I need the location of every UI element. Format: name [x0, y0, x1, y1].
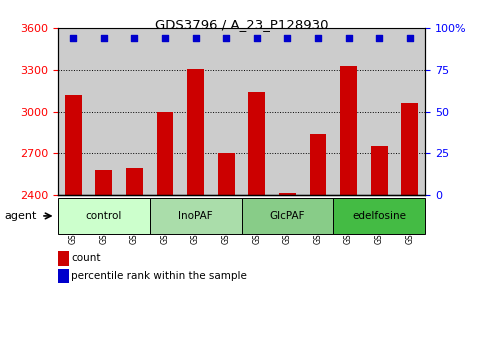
Point: [192, 35, 199, 41]
Bar: [96, 170, 112, 195]
Text: InoPAF: InoPAF: [178, 211, 213, 221]
Text: GlcPAF: GlcPAF: [270, 211, 305, 221]
Point: [345, 35, 353, 41]
Bar: [126, 169, 143, 195]
Point: [161, 35, 169, 41]
Bar: [218, 153, 235, 195]
Bar: [340, 67, 357, 195]
Bar: [371, 146, 387, 195]
Bar: [248, 92, 265, 195]
Point: [100, 35, 108, 41]
Point: [253, 35, 261, 41]
Bar: [187, 69, 204, 195]
Text: control: control: [85, 211, 122, 221]
Point: [314, 35, 322, 41]
Bar: [401, 103, 418, 195]
Text: agent: agent: [5, 211, 37, 221]
Text: percentile rank within the sample: percentile rank within the sample: [71, 271, 247, 281]
Text: count: count: [71, 253, 101, 263]
Text: GDS3796 / A_23_P128930: GDS3796 / A_23_P128930: [155, 18, 328, 31]
Bar: [279, 193, 296, 195]
Point: [222, 35, 230, 41]
Point: [375, 35, 383, 41]
Bar: [156, 112, 173, 195]
Point: [284, 35, 291, 41]
Point: [406, 35, 413, 41]
Text: edelfosine: edelfosine: [352, 211, 406, 221]
Point: [70, 35, 77, 41]
Bar: [310, 134, 327, 195]
Point: [130, 35, 138, 41]
Bar: [65, 95, 82, 195]
